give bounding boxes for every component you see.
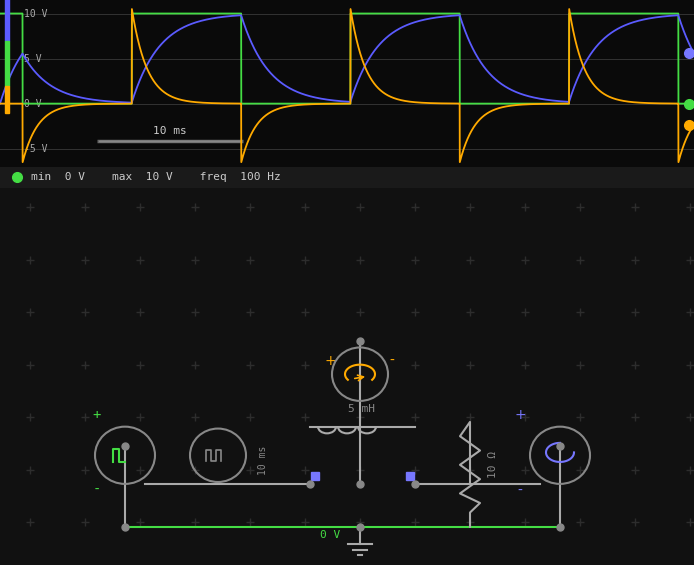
Text: +: +: [93, 408, 101, 422]
Text: 10 Ω: 10 Ω: [488, 451, 498, 479]
Text: 0 V: 0 V: [24, 99, 42, 108]
Text: min  0 V    max  10 V    freq  100 Hz: min 0 V max 10 V freq 100 Hz: [31, 172, 281, 182]
Bar: [5, 0, 9, 41]
Text: -: -: [93, 483, 101, 497]
Text: +: +: [324, 354, 336, 368]
Bar: [5, 41, 9, 85]
Text: -: -: [389, 354, 394, 368]
Text: 10 ms: 10 ms: [258, 445, 268, 475]
Text: -5 V: -5 V: [24, 144, 48, 154]
Text: 10 ms: 10 ms: [153, 126, 187, 136]
Bar: [5, 85, 9, 112]
Text: +: +: [514, 408, 526, 422]
Text: 5 mH: 5 mH: [348, 405, 375, 414]
Text: 5 V: 5 V: [24, 54, 42, 63]
Text: 0 V: 0 V: [320, 531, 340, 540]
Text: -: -: [518, 484, 523, 498]
Text: 10 V: 10 V: [24, 8, 48, 19]
